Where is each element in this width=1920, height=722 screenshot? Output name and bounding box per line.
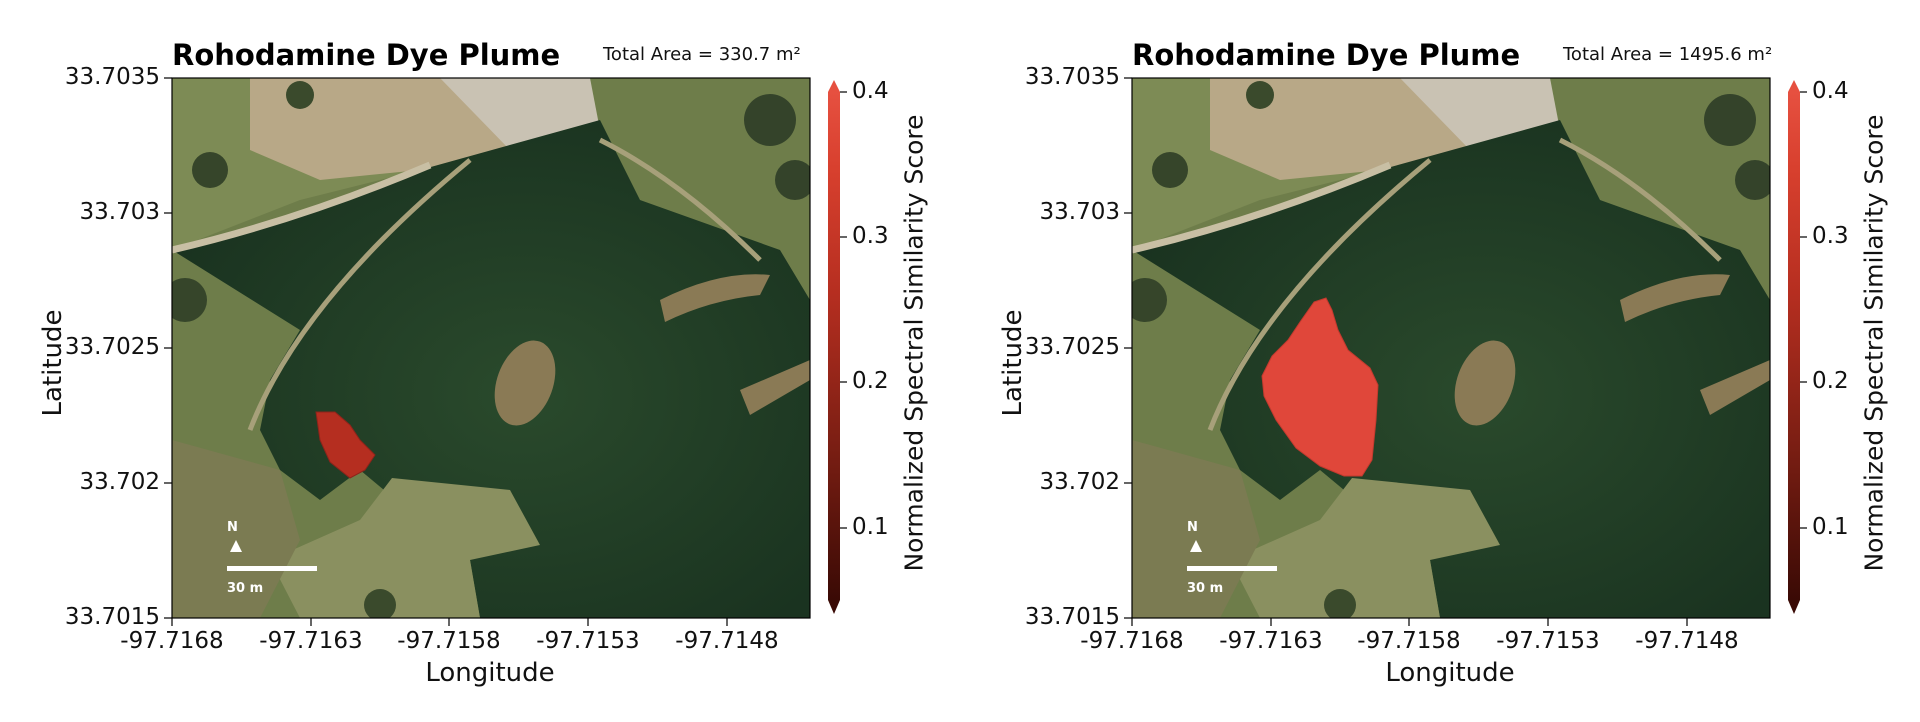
scale-bar <box>227 566 317 571</box>
total-area-label: Total Area = 330.7 m² <box>603 44 801 65</box>
x-tick-label: -97.7163 <box>259 628 363 654</box>
north-arrow <box>1190 540 1202 552</box>
x-tick-label: -97.7148 <box>1635 628 1739 654</box>
scale-label: 30 m <box>227 581 264 596</box>
x-tick-label: -97.7148 <box>675 628 779 654</box>
y-tick-label: 33.702 <box>1039 469 1120 495</box>
y-tick-label: 33.7025 <box>64 334 160 360</box>
x-axis-label: Longitude <box>1385 658 1515 688</box>
dye-plume <box>315 411 376 479</box>
colorbar-label: Normalized Spectral Similarity Score <box>1859 114 1889 572</box>
panel-title: Rohodamine Dye Plume <box>1132 38 1521 72</box>
x-ticks <box>1131 618 1688 626</box>
x-ticks <box>171 618 728 626</box>
north-arrow <box>230 540 242 552</box>
y-tick-label: 33.7015 <box>64 604 160 630</box>
colorbar-tick-label: 0.3 <box>852 223 889 249</box>
x-tick-label: -97.7163 <box>1219 628 1323 654</box>
y-tick-label: 33.7035 <box>64 64 160 90</box>
colorbar <box>828 80 847 614</box>
north-label: N <box>1187 520 1198 535</box>
colorbar-label: Normalized Spectral Similarity Score <box>899 114 929 572</box>
x-tick-label: -97.7158 <box>397 628 501 654</box>
y-axis-label: Latitude <box>998 309 1028 417</box>
scale-label: 30 m <box>1187 581 1224 596</box>
y-tick-label: 33.703 <box>1039 199 1120 225</box>
x-tick-label: -97.7153 <box>1496 628 1600 654</box>
colorbar-tick-label: 0.3 <box>1812 223 1849 249</box>
colorbar-tick-label: 0.4 <box>1812 78 1849 104</box>
panel-title: Rohodamine Dye Plume <box>172 38 561 72</box>
satellite-image <box>172 78 810 618</box>
y-tick-label: 33.7035 <box>1024 64 1120 90</box>
x-tick-label: -97.7153 <box>536 628 640 654</box>
map-panel-left: Rohodamine Dye Plume Total Area = 330.7 … <box>38 38 929 688</box>
colorbar <box>1788 80 1807 614</box>
dye-plume <box>1261 297 1379 477</box>
y-ticks <box>164 77 172 619</box>
x-tick-label: -97.7168 <box>1080 628 1184 654</box>
colorbar-tick-label: 0.1 <box>1812 514 1849 540</box>
satellite-image <box>1132 78 1770 618</box>
map-panel-right: Rohodamine Dye Plume Total Area = 1495.6… <box>960 0 1920 722</box>
x-tick-label: -97.7168 <box>120 628 224 654</box>
map-plot <box>1124 77 1807 626</box>
y-axis-label: Latitude <box>38 309 68 417</box>
north-label: N <box>227 520 238 535</box>
scale-bar <box>1187 566 1277 571</box>
y-tick-label: 33.702 <box>79 469 160 495</box>
x-tick-label: -97.7158 <box>1357 628 1461 654</box>
total-area-label: Total Area = 1495.6 m² <box>1563 44 1773 65</box>
colorbar-tick-label: 0.2 <box>1812 368 1849 394</box>
colorbar-tick-label: 0.1 <box>852 514 889 540</box>
y-tick-label: 33.7025 <box>1024 334 1120 360</box>
y-ticks <box>1124 77 1132 619</box>
map-plot <box>164 77 847 626</box>
x-axis-label: Longitude <box>425 658 555 688</box>
y-tick-label: 33.703 <box>79 199 160 225</box>
colorbar-tick-label: 0.4 <box>852 78 889 104</box>
y-tick-label: 33.7015 <box>1024 604 1120 630</box>
colorbar-tick-label: 0.2 <box>852 368 889 394</box>
